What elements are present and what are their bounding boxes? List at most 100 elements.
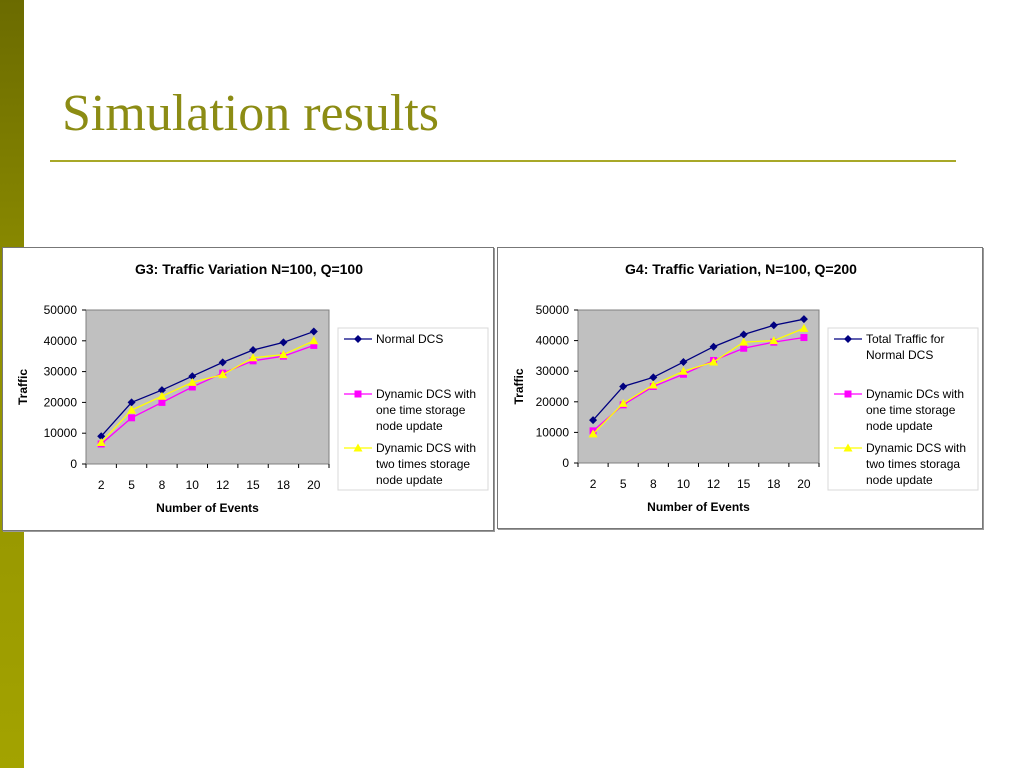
data-point — [799, 323, 809, 332]
x-tick-label: 8 — [650, 477, 657, 491]
legend-box — [827, 327, 979, 491]
legend-entry-label: Dynamic DCS with — [376, 441, 476, 455]
y-tick-label: 40000 — [536, 334, 570, 348]
data-point — [187, 377, 197, 386]
data-point — [709, 357, 719, 366]
x-tick-label: 2 — [98, 478, 105, 492]
data-point — [769, 336, 779, 345]
slide-title: Simulation results — [62, 85, 439, 142]
legend-box — [337, 327, 489, 491]
data-point — [769, 321, 778, 330]
series-line — [592, 336, 805, 432]
data-point — [128, 414, 136, 422]
data-point — [679, 358, 688, 367]
x-tick-label: 5 — [620, 477, 627, 491]
legend-entry-label: node update — [866, 419, 933, 433]
x-axis-label: Number of Events — [647, 500, 750, 514]
legend-entry-label: node update — [376, 473, 443, 487]
data-point — [158, 398, 166, 406]
chart-title: G4: Traffic Variation, N=100, Q=200 — [625, 261, 857, 277]
chart-panel-g4: G4: Traffic Variation, N=100, Q=200 0 1000… — [497, 247, 983, 529]
data-point — [279, 338, 288, 347]
series-0 — [97, 327, 318, 441]
legend-swatch-marker — [354, 390, 362, 398]
x-tick-label: 10 — [186, 478, 200, 492]
data-point — [218, 370, 228, 379]
x-tick-label: 15 — [246, 478, 260, 492]
legend-entry-label: Normal DCS — [376, 332, 443, 346]
legend-entry-label: node update — [866, 473, 933, 487]
y-axis-label: Traffic — [512, 368, 526, 404]
data-point — [218, 358, 227, 367]
data-point — [649, 373, 658, 382]
y-tick-label: 50000 — [536, 303, 570, 317]
legend-entry-label: Total Traffic for — [866, 332, 944, 346]
y-tick-label: 40000 — [44, 334, 78, 348]
x-tick-label: 20 — [797, 477, 811, 491]
legend-swatch-marker — [353, 443, 363, 452]
legend-entry-label: one time storage — [376, 403, 466, 417]
legend-entry-label: Dynamic DCS with — [866, 441, 966, 455]
data-point — [248, 353, 258, 362]
data-point — [739, 330, 748, 339]
plot-area — [577, 309, 820, 464]
legend-entry-label: Dynamic DCS with — [376, 387, 476, 401]
x-tick-label: 20 — [307, 478, 321, 492]
data-point — [800, 334, 808, 342]
chart-g3: G3: Traffic Variation N=100, Q=100 0 10000… — [16, 261, 489, 515]
x-tick-label: 18 — [277, 478, 291, 492]
series-line — [592, 318, 805, 421]
y-tick-label: 20000 — [44, 395, 78, 409]
legend-entry-label: Normal DCS — [866, 348, 933, 362]
data-point — [618, 398, 628, 407]
data-point — [619, 382, 628, 391]
y-tick-label: 50000 — [44, 303, 78, 317]
legend-swatch-marker — [844, 335, 852, 343]
x-tick-label: 5 — [128, 478, 135, 492]
data-point — [589, 416, 598, 425]
data-point — [127, 398, 136, 407]
data-point — [709, 342, 718, 351]
y-tick-label: 10000 — [536, 425, 570, 439]
x-tick-label: 2 — [590, 477, 597, 491]
x-tick-label: 10 — [677, 477, 691, 491]
data-point — [799, 315, 808, 324]
series-0 — [589, 315, 808, 425]
legend-swatch-marker — [843, 443, 853, 452]
legend-swatch-marker — [844, 390, 852, 398]
data-point — [278, 350, 288, 359]
series-2 — [96, 336, 319, 446]
data-point — [249, 346, 258, 355]
data-point — [188, 383, 196, 391]
data-point — [740, 344, 748, 352]
data-point — [188, 372, 197, 381]
data-point — [739, 337, 749, 346]
legend-entry-label: Dynamic DCs with — [866, 387, 964, 401]
y-tick-label: 0 — [562, 456, 569, 470]
chart-g4: G4: Traffic Variation, N=100, Q=200 0 1000… — [512, 261, 979, 514]
data-point — [588, 429, 598, 438]
data-point — [97, 432, 106, 441]
data-point — [157, 386, 166, 395]
legend-swatch-marker — [354, 335, 362, 343]
data-point — [648, 380, 658, 389]
data-point — [127, 405, 137, 414]
series-2 — [588, 323, 809, 438]
x-tick-label: 15 — [737, 477, 751, 491]
data-point — [309, 327, 318, 336]
legend-entry-label: one time storage — [866, 403, 956, 417]
x-tick-label: 12 — [707, 477, 721, 491]
series-line — [592, 327, 805, 435]
y-axis-label: Traffic — [16, 369, 30, 405]
data-point — [678, 366, 688, 375]
x-tick-label: 12 — [216, 478, 230, 492]
x-tick-label: 18 — [767, 477, 781, 491]
data-point — [310, 341, 318, 349]
y-tick-label: 0 — [70, 457, 77, 471]
chart-title: G3: Traffic Variation N=100, Q=100 — [135, 261, 363, 277]
series-line — [100, 330, 315, 437]
y-tick-label: 30000 — [44, 365, 78, 379]
data-point — [157, 391, 167, 400]
legend-entry-label: two times storage — [376, 457, 470, 471]
plot-area — [85, 309, 330, 465]
